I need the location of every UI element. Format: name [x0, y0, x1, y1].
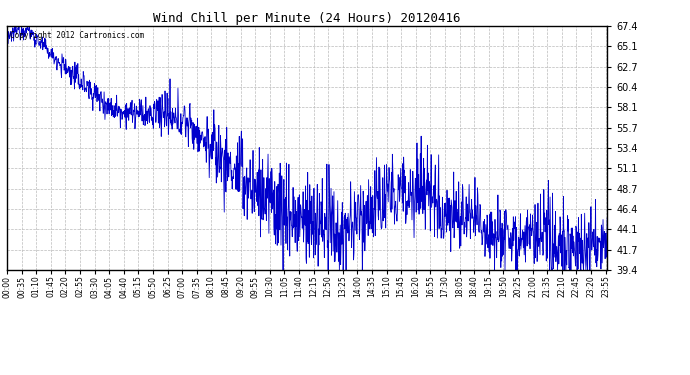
Text: Copyright 2012 Cartronics.com: Copyright 2012 Cartronics.com [10, 31, 144, 40]
Title: Wind Chill per Minute (24 Hours) 20120416: Wind Chill per Minute (24 Hours) 2012041… [153, 12, 461, 25]
